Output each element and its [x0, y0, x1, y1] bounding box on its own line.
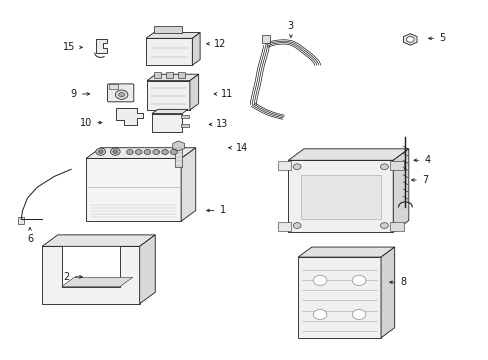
- Bar: [389, 161, 403, 170]
- Circle shape: [153, 149, 159, 154]
- Polygon shape: [172, 141, 184, 151]
- Polygon shape: [146, 39, 192, 65]
- Bar: [389, 222, 403, 231]
- Circle shape: [380, 223, 387, 228]
- Bar: [18, 217, 23, 224]
- Circle shape: [293, 223, 301, 228]
- Polygon shape: [96, 39, 107, 53]
- Circle shape: [406, 37, 413, 42]
- Polygon shape: [403, 34, 416, 45]
- Polygon shape: [147, 81, 189, 110]
- Circle shape: [380, 164, 387, 170]
- Text: 11: 11: [214, 89, 233, 99]
- Bar: [109, 84, 118, 89]
- Bar: [154, 72, 160, 78]
- Circle shape: [313, 275, 326, 285]
- Text: 4: 4: [413, 155, 429, 165]
- Text: 14: 14: [228, 143, 248, 153]
- Polygon shape: [192, 33, 200, 65]
- Circle shape: [351, 275, 365, 285]
- Circle shape: [119, 93, 124, 97]
- Polygon shape: [146, 33, 200, 39]
- Text: 5: 5: [428, 33, 444, 43]
- Polygon shape: [86, 148, 195, 158]
- Polygon shape: [140, 235, 155, 304]
- Bar: [261, 35, 270, 43]
- Text: 2: 2: [63, 272, 82, 282]
- Polygon shape: [152, 109, 187, 114]
- Bar: [300, 175, 380, 220]
- Circle shape: [98, 150, 103, 153]
- Polygon shape: [116, 108, 143, 126]
- Polygon shape: [288, 149, 408, 160]
- Bar: [181, 115, 188, 118]
- Circle shape: [110, 148, 120, 155]
- Bar: [277, 161, 291, 170]
- Polygon shape: [152, 114, 182, 132]
- Polygon shape: [42, 246, 140, 304]
- Bar: [181, 124, 188, 127]
- Text: 8: 8: [389, 277, 405, 287]
- Bar: [165, 72, 172, 78]
- Circle shape: [113, 150, 118, 153]
- Text: 7: 7: [411, 175, 427, 185]
- Text: 3: 3: [287, 21, 293, 37]
- Polygon shape: [86, 158, 181, 221]
- Circle shape: [135, 149, 142, 154]
- Bar: [175, 147, 182, 167]
- Bar: [277, 222, 291, 231]
- Circle shape: [161, 149, 168, 154]
- Polygon shape: [380, 247, 394, 338]
- Text: 6: 6: [27, 228, 33, 244]
- Text: 12: 12: [206, 39, 226, 49]
- Polygon shape: [288, 160, 392, 232]
- Polygon shape: [298, 257, 380, 338]
- Text: 9: 9: [71, 89, 89, 99]
- Polygon shape: [61, 277, 132, 287]
- Text: 15: 15: [62, 42, 82, 52]
- Bar: [154, 26, 181, 33]
- Circle shape: [126, 149, 133, 154]
- Polygon shape: [189, 74, 198, 110]
- Circle shape: [115, 90, 128, 99]
- Text: 10: 10: [80, 118, 102, 128]
- FancyBboxPatch shape: [107, 84, 134, 102]
- Polygon shape: [147, 74, 198, 81]
- Circle shape: [351, 310, 365, 319]
- Polygon shape: [298, 247, 394, 257]
- Bar: [178, 72, 184, 78]
- Text: 1: 1: [206, 206, 225, 216]
- Polygon shape: [181, 148, 195, 221]
- Circle shape: [96, 148, 105, 155]
- Text: 13: 13: [209, 120, 228, 129]
- Polygon shape: [42, 235, 155, 246]
- Circle shape: [170, 149, 177, 154]
- Polygon shape: [392, 149, 408, 232]
- Circle shape: [293, 164, 301, 170]
- Circle shape: [144, 149, 151, 154]
- Circle shape: [313, 310, 326, 319]
